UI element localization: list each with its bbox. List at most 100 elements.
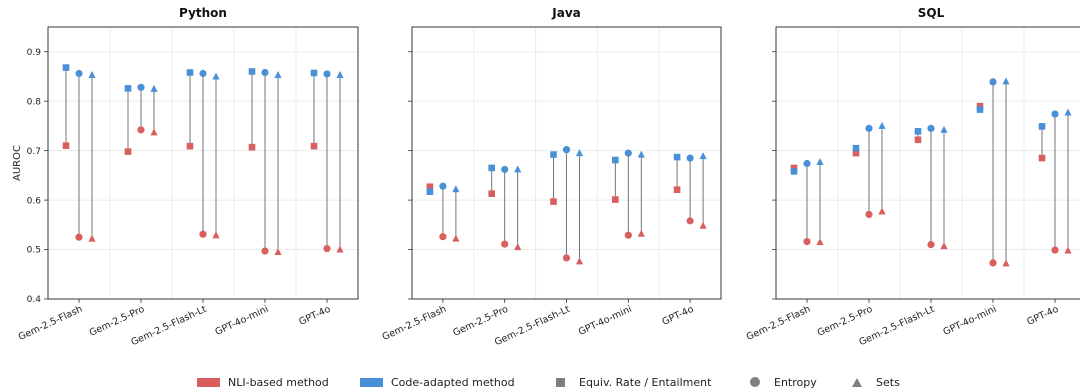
data-point-code-triangle <box>699 152 707 160</box>
chart-title: SQL <box>918 6 945 20</box>
data-point-code-circle <box>865 124 873 132</box>
legend-label-sets: Sets <box>876 375 900 389</box>
data-point-code-circle <box>75 69 83 78</box>
data-point-code-square <box>426 188 434 195</box>
data-point-code-circle <box>1051 110 1059 118</box>
data-point-nli-triangle <box>336 245 344 253</box>
panel-python: Gem-2.5-Flash Gem-2.5-ProGem-2.5-Flash-Lt… <box>12 6 359 348</box>
data-point-nli-triangle <box>878 207 886 215</box>
data-point-nli-triangle <box>150 128 158 136</box>
data-point-code-triangle <box>212 72 220 80</box>
data-point-nli-square <box>550 198 557 205</box>
y-tick-label: 0.7 <box>27 147 41 157</box>
x-tick-label: Gem-2.5-Flash <box>17 304 84 343</box>
chart-title: Java <box>551 6 580 20</box>
data-point-nli-square <box>488 190 495 197</box>
data-point-nli-circle <box>75 233 83 241</box>
x-tick-label: GPT-4o <box>661 304 696 328</box>
data-point-code-circle <box>927 124 935 132</box>
legend-item-code: Code-adapted method <box>360 374 515 390</box>
data-point-nli-square <box>914 136 922 144</box>
data-point-nli-triangle <box>699 221 707 229</box>
legend-label-entropy: Entropy <box>774 375 817 389</box>
data-point-nli-square <box>248 143 256 151</box>
data-point-nli-square <box>1038 154 1046 162</box>
data-point-code-square <box>488 164 495 172</box>
legend-item-sets: Sets <box>852 374 900 390</box>
legend-label-nli: NLI-based method <box>228 375 329 389</box>
data-point-nli-circle <box>686 217 694 225</box>
data-point-code-circle <box>261 68 269 77</box>
data-point-nli-square <box>790 164 798 172</box>
data-point-nli-circle <box>803 238 811 246</box>
data-point-nli-circle <box>261 247 269 255</box>
data-point-code-square <box>186 69 194 76</box>
data-point-nli-square <box>673 186 681 194</box>
data-point-nli-triangle <box>940 242 948 250</box>
data-point-code-square <box>790 168 798 175</box>
data-point-nli-triangle <box>212 231 220 239</box>
data-point-code-circle <box>686 154 694 162</box>
data-point-code-triangle <box>514 165 522 173</box>
plot-frame <box>775 26 1080 300</box>
triangle-marker-icon <box>852 377 862 387</box>
data-point-code-square <box>1038 123 1046 130</box>
data-point-nli-circle <box>927 241 935 249</box>
data-point-code-circle <box>624 149 632 157</box>
data-point-code-square <box>976 106 984 113</box>
chart-legend: NLI-based method Code-adapted method Equ… <box>0 370 1080 392</box>
data-point-nli-circle <box>439 233 447 241</box>
data-point-nli-triangle <box>637 229 645 237</box>
square-marker-icon <box>556 377 565 387</box>
data-point-code-square <box>550 151 557 158</box>
legend-item-equiv: Equiv. Rate / Entailment <box>556 374 711 390</box>
data-point-nli-circle <box>562 254 571 262</box>
data-point-nli-square <box>612 196 619 203</box>
legend-label-equiv: Equiv. Rate / Entailment <box>579 375 712 389</box>
data-point-code-triangle <box>1002 77 1010 85</box>
data-point-nli-circle <box>501 240 509 248</box>
y-tick-label: 0.5 <box>27 246 41 256</box>
y-axis-label: AUROC <box>12 145 23 181</box>
data-point-nli-triangle <box>1064 246 1072 254</box>
data-point-code-circle <box>439 182 447 190</box>
data-point-code-square <box>612 156 619 164</box>
data-point-nli-square <box>186 142 194 150</box>
panel-sql: Gem-2.5-Flash Gem-2.5-ProGem-2.5-Flash-Lt… <box>745 6 1080 348</box>
data-point-nli-circle <box>137 126 145 134</box>
data-point-code-triangle <box>150 84 158 92</box>
data-point-code-square <box>310 69 318 77</box>
data-point-nli-square <box>124 148 132 155</box>
y-tick-label: 0.4 <box>27 295 42 305</box>
data-point-nli-triangle <box>274 248 282 256</box>
circle-marker-icon <box>750 377 760 387</box>
data-point-code-triangle <box>816 158 824 166</box>
data-point-code-square <box>62 64 70 71</box>
data-point-code-triangle <box>452 185 460 193</box>
legend-swatch-nli <box>197 377 220 387</box>
data-point-code-triangle <box>878 121 886 129</box>
data-point-code-triangle <box>336 70 344 78</box>
data-point-nli-triangle <box>816 238 824 246</box>
data-point-code-circle <box>323 70 331 78</box>
y-tick-label: 0.6 <box>27 196 42 206</box>
data-point-code-square <box>914 128 922 135</box>
x-tick-label: GPT-4o <box>297 304 332 328</box>
data-point-code-square <box>124 85 132 92</box>
data-point-nli-circle <box>865 210 873 219</box>
data-point-code-circle <box>989 78 997 86</box>
y-tick-label: 0.8 <box>27 97 42 107</box>
data-point-nli-circle <box>624 231 632 239</box>
data-point-nli-triangle <box>575 257 584 265</box>
data-point-code-triangle <box>940 125 948 133</box>
data-point-nli-circle <box>1051 246 1059 254</box>
plot-frame <box>47 26 359 300</box>
data-point-nli-triangle <box>88 234 96 242</box>
data-point-nli-square <box>62 142 70 149</box>
data-point-nli-circle <box>323 244 331 253</box>
data-point-code-circle <box>501 165 509 174</box>
data-point-code-square <box>248 68 256 75</box>
legend-swatch-code <box>360 377 383 387</box>
data-point-nli-square <box>976 102 984 110</box>
